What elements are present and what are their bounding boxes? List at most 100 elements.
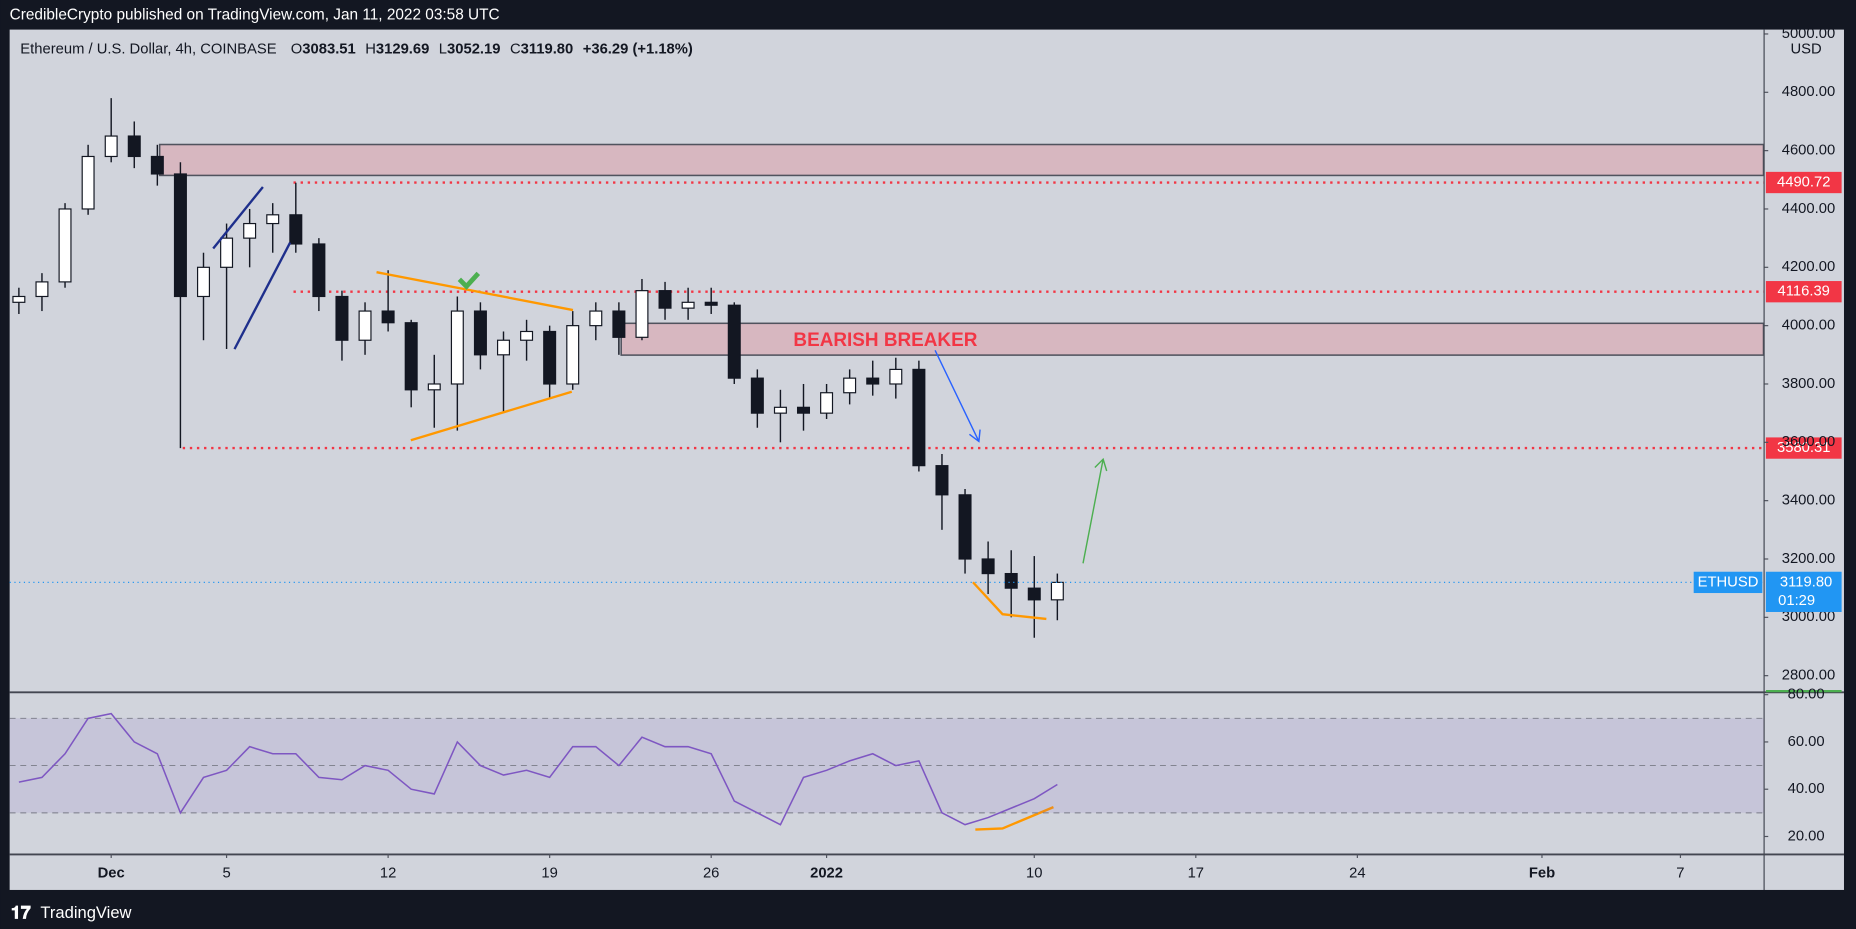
legend-key: H bbox=[365, 42, 376, 58]
brand-logo: 𝟏𝟕 bbox=[11, 902, 31, 922]
x-tick-label: 12 bbox=[380, 865, 396, 881]
x-tick-label: 24 bbox=[1349, 865, 1365, 881]
candle-body bbox=[566, 325, 580, 385]
symbol-label-bg bbox=[1693, 571, 1763, 594]
candle-body bbox=[335, 295, 349, 341]
candle-body bbox=[635, 290, 649, 338]
candle-body bbox=[473, 310, 487, 356]
candle-body bbox=[104, 135, 118, 158]
annotation: BEARISH BREAKER bbox=[793, 330, 977, 351]
candle-body bbox=[127, 135, 141, 158]
x-tick-label: 7 bbox=[1676, 865, 1684, 881]
legend-value: 3129.69 bbox=[376, 42, 429, 58]
x-tick-label: 5 bbox=[222, 865, 230, 881]
candle-body bbox=[727, 304, 741, 379]
candle-body bbox=[81, 155, 95, 210]
candle-body bbox=[773, 406, 787, 414]
x-tick-label: 26 bbox=[703, 865, 719, 881]
level-label-bg bbox=[1765, 281, 1842, 303]
candle-body bbox=[450, 310, 464, 385]
rsi-line bbox=[18, 712, 1058, 826]
candle-body bbox=[196, 266, 211, 298]
rsi-y-tick-label: 80.00 bbox=[1788, 687, 1825, 703]
chart-background bbox=[9, 29, 1844, 890]
candle-body bbox=[496, 339, 511, 356]
candle-body bbox=[796, 406, 811, 414]
legend: Ethereum / U.S. Dollar, 4h, COINBASE O308… bbox=[20, 42, 693, 58]
candle-body bbox=[266, 214, 280, 225]
candle-body bbox=[358, 310, 372, 341]
countdown: 01:29 bbox=[1778, 593, 1815, 609]
candle-body bbox=[958, 494, 972, 560]
level-label-bg bbox=[1765, 437, 1842, 459]
triangle-line bbox=[376, 271, 574, 312]
candle-body bbox=[1004, 572, 1018, 589]
candle-body bbox=[381, 310, 395, 324]
rsi-y-tick-label: 60.00 bbox=[1788, 734, 1825, 750]
x-tick-label: 19 bbox=[541, 865, 557, 881]
y-tick-label: 3400.00 bbox=[1782, 493, 1835, 509]
candle-body bbox=[935, 465, 949, 496]
currency: USD bbox=[1791, 42, 1822, 58]
candle-body bbox=[427, 383, 441, 391]
x-tick-label: 10 bbox=[1026, 865, 1042, 881]
drawings bbox=[212, 186, 1108, 831]
divergence-line bbox=[972, 581, 1047, 621]
legend-change: +36.29 (+1.18%) bbox=[583, 42, 693, 58]
candle-body bbox=[312, 243, 326, 298]
publisher: CredibleCrypto published on TradingView.… bbox=[10, 6, 500, 23]
legend-key: L bbox=[439, 42, 447, 58]
check-mark bbox=[457, 271, 481, 290]
legend-key: O bbox=[291, 42, 303, 58]
y-tick-label: 4800.00 bbox=[1782, 84, 1835, 100]
candle-body bbox=[681, 301, 695, 309]
candle-body bbox=[658, 290, 672, 309]
x-tick-label: Feb bbox=[1529, 865, 1555, 881]
wedge-line bbox=[212, 186, 264, 250]
candle-body bbox=[243, 222, 257, 239]
candle-body bbox=[404, 322, 418, 391]
candle-body bbox=[704, 301, 718, 306]
candle-body bbox=[12, 295, 26, 303]
candle-body bbox=[820, 392, 834, 414]
candle-body bbox=[289, 214, 303, 245]
x-tick-label: Dec bbox=[98, 865, 125, 881]
rsi-y-tick-label: 20.00 bbox=[1788, 828, 1825, 844]
symbol-label: ETHUSD bbox=[1698, 574, 1759, 590]
legend-key: C bbox=[510, 42, 521, 58]
level-label: 3580.31 bbox=[1777, 440, 1830, 456]
candle-body bbox=[981, 558, 995, 575]
level-label: 4490.72 bbox=[1777, 174, 1830, 190]
candle-body bbox=[889, 368, 903, 385]
y-tick-label: 4600.00 bbox=[1782, 143, 1835, 159]
last-price-label: 3119.80 bbox=[1780, 574, 1832, 590]
brand-name: TradingView bbox=[40, 903, 131, 922]
candle-body bbox=[843, 377, 857, 394]
y-tick-label: 4200.00 bbox=[1782, 259, 1835, 275]
x-tick-label: 2022 bbox=[810, 865, 843, 881]
x-tick-label: 17 bbox=[1188, 865, 1204, 881]
legend-value: 3083.51 bbox=[302, 42, 355, 58]
candle-body bbox=[589, 310, 603, 327]
rsi-y-tick-label: 40.00 bbox=[1788, 781, 1825, 797]
candle-body bbox=[750, 377, 764, 414]
legend-value: 3119.80 bbox=[521, 42, 574, 58]
wedge-line bbox=[233, 242, 292, 350]
triangle-line bbox=[410, 390, 573, 442]
y-tick-label: 4000.00 bbox=[1782, 318, 1835, 334]
candle-body bbox=[58, 208, 72, 283]
y-tick-label: 4400.00 bbox=[1782, 201, 1835, 217]
last-price-bg bbox=[1765, 571, 1842, 612]
candle-body bbox=[150, 155, 164, 175]
y-tick-label: 3600.00 bbox=[1782, 434, 1835, 450]
arrow-down bbox=[934, 349, 981, 443]
zone bbox=[158, 143, 1765, 177]
y-tick-label: 3000.00 bbox=[1782, 609, 1835, 625]
candle-body bbox=[1027, 587, 1041, 601]
candle-body bbox=[1050, 581, 1064, 601]
arrow-up bbox=[1082, 457, 1108, 564]
y-tick-label: 2800.00 bbox=[1782, 668, 1835, 684]
brand: 𝟏𝟕 TradingView bbox=[11, 902, 132, 922]
candle-body bbox=[612, 310, 626, 338]
